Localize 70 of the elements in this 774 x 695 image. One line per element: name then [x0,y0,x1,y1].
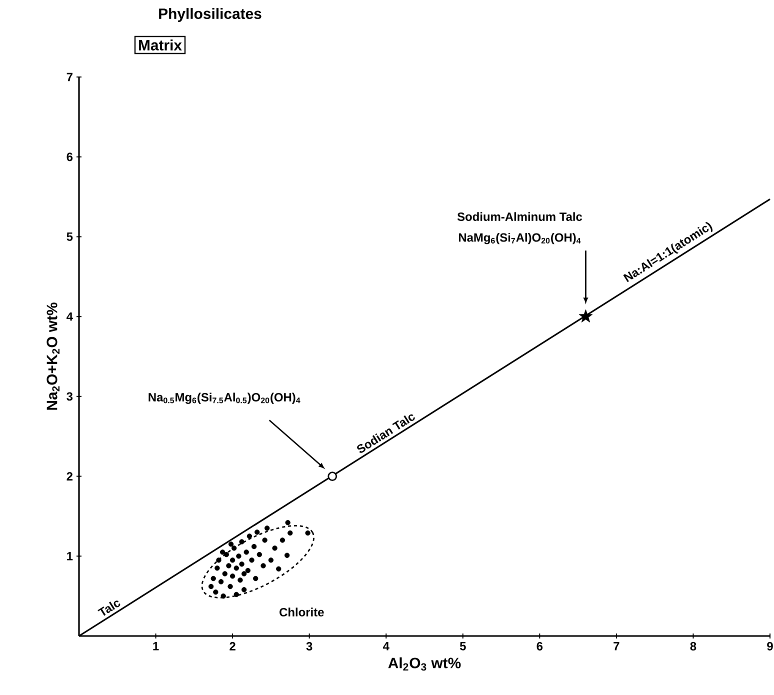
x-tick-label: 1 [153,642,159,650]
point [222,571,228,576]
point [268,558,274,563]
point [288,530,293,536]
point [234,566,239,571]
y-tick-label: 3 [66,392,73,401]
point [230,574,236,579]
point [241,587,247,592]
point [210,576,216,582]
point [226,563,232,568]
point [245,568,250,574]
y-tick-label: 5 [66,232,73,241]
y-tick-label: 4 [66,312,73,321]
point [228,584,233,590]
text: Na$_{0.5}$Mg$_{6}$(Si$_{7.5}$Al$_{0.5}$)O$_{20}$(OH)$_{4}$ [148,392,300,404]
point [238,578,243,583]
y-axis-title: Na$_{2}$O+K$_{2}$O wt% [46,302,60,410]
point [249,558,254,563]
point [328,472,338,481]
point [232,546,237,551]
point [216,558,222,563]
point [262,538,268,543]
x-tick-label: 6 [536,642,543,650]
point [218,579,224,584]
point [214,566,220,571]
y-tick-label: 6 [66,152,73,162]
point [264,526,270,531]
point [224,552,230,558]
point [230,558,236,563]
y-tick-label: 7 [66,72,72,82]
point [285,520,290,526]
point [254,530,260,535]
x-tick-label: 9 [767,642,773,650]
x-tick-label: 5 [460,642,466,650]
point [280,538,286,543]
point [234,592,239,598]
point [305,530,310,536]
x-tick-label: 7 [614,642,620,650]
x-tick-label: 8 [690,642,696,650]
point [276,566,282,572]
point [228,542,234,547]
chart-subtitle: Matrix [138,40,182,50]
annotation: Talc [98,600,120,616]
point [241,571,247,576]
point [246,534,252,539]
x-tick-label: 4 [382,642,390,650]
annotation: NaMg$_{6}$(Si$_{7}$Al)O$_{20}$(OH)$_{4}$ [458,232,581,244]
annotation: Sodium-Alminum Talc [457,212,582,221]
y-tick-label: 2 [66,472,73,480]
x-axis-title: Al$_{2}$O$_{3}$ wt% [388,657,461,671]
point [260,563,266,568]
point [239,539,244,544]
point [578,309,593,322]
point [213,589,218,595]
chart-title: Phyllosilicates [159,8,262,22]
point [208,584,214,590]
point [284,552,290,558]
annotation: Chlorite [280,608,324,616]
point [220,550,226,555]
point [239,562,244,567]
y-tick-label: 1 [67,552,73,560]
point [244,550,249,555]
x-tick-label: 2 [230,642,236,650]
point [236,554,242,559]
point [256,552,262,558]
point [220,593,226,599]
point [272,546,278,551]
point [251,544,257,550]
point [253,576,258,582]
x-tick-label: 3 [306,642,312,650]
